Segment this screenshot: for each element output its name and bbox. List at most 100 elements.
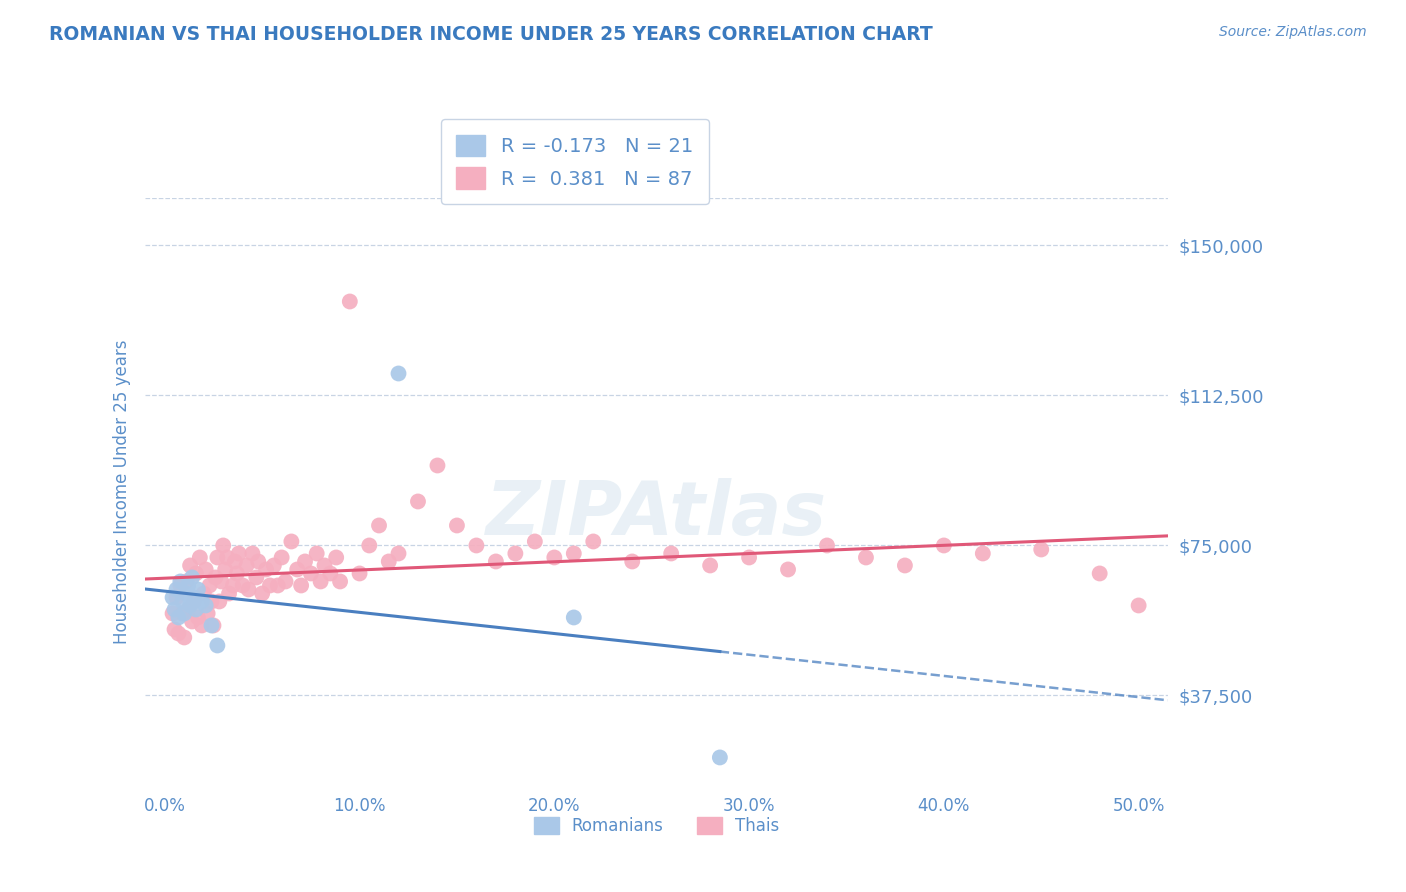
- Point: [197, 607, 219, 621]
- Text: ZIPAtlas: ZIPAtlas: [486, 478, 827, 551]
- Point: [163, 623, 186, 637]
- Point: [212, 539, 235, 553]
- Point: [177, 578, 200, 592]
- Point: [193, 586, 215, 600]
- Point: [267, 578, 290, 592]
- Point: [200, 594, 222, 608]
- Point: [894, 558, 917, 573]
- Point: [179, 599, 201, 613]
- Point: [523, 534, 546, 549]
- Text: Source: ZipAtlas.com: Source: ZipAtlas.com: [1219, 25, 1367, 39]
- Point: [738, 550, 761, 565]
- Point: [387, 367, 409, 381]
- Point: [325, 550, 347, 565]
- Point: [378, 554, 401, 568]
- Point: [242, 546, 264, 560]
- Point: [174, 574, 197, 589]
- Point: [183, 594, 205, 608]
- Point: [209, 574, 232, 589]
- Point: [972, 546, 994, 560]
- Point: [179, 558, 201, 573]
- Point: [181, 615, 204, 629]
- Point: [202, 618, 225, 632]
- Point: [173, 631, 195, 645]
- Point: [222, 578, 245, 592]
- Point: [247, 554, 270, 568]
- Point: [294, 554, 316, 568]
- Point: [263, 558, 285, 573]
- Point: [172, 594, 194, 608]
- Point: [187, 610, 209, 624]
- Point: [169, 574, 191, 589]
- Point: [280, 534, 302, 549]
- Point: [198, 578, 221, 592]
- Point: [174, 586, 197, 600]
- Point: [270, 550, 292, 565]
- Point: [1128, 599, 1150, 613]
- Point: [188, 550, 211, 565]
- Point: [285, 562, 308, 576]
- Point: [200, 618, 222, 632]
- Point: [309, 574, 332, 589]
- Point: [329, 574, 352, 589]
- Point: [485, 554, 508, 568]
- Point: [167, 610, 190, 624]
- Point: [235, 558, 257, 573]
- Point: [162, 591, 184, 605]
- Point: [359, 539, 381, 553]
- Y-axis label: Householder Income Under 25 years: Householder Income Under 25 years: [114, 339, 131, 644]
- Point: [187, 582, 209, 597]
- Point: [299, 566, 322, 581]
- Point: [446, 518, 468, 533]
- Point: [207, 639, 229, 653]
- Point: [621, 554, 644, 568]
- Point: [776, 562, 799, 576]
- Point: [426, 458, 449, 473]
- Point: [191, 618, 214, 632]
- Point: [214, 562, 236, 576]
- Point: [207, 550, 229, 565]
- Point: [349, 566, 371, 581]
- Point: [194, 599, 217, 613]
- Point: [387, 546, 409, 560]
- Point: [932, 539, 955, 553]
- Text: ROMANIAN VS THAI HOUSEHOLDER INCOME UNDER 25 YEARS CORRELATION CHART: ROMANIAN VS THAI HOUSEHOLDER INCOME UNDE…: [49, 25, 934, 44]
- Point: [194, 562, 217, 576]
- Point: [699, 558, 721, 573]
- Point: [254, 562, 277, 576]
- Point: [183, 591, 205, 605]
- Point: [1031, 542, 1053, 557]
- Point: [228, 546, 250, 560]
- Point: [163, 602, 186, 616]
- Point: [184, 602, 207, 616]
- Point: [368, 518, 391, 533]
- Point: [173, 607, 195, 621]
- Point: [162, 607, 184, 621]
- Legend: R = -0.173   N = 21, R =  0.381   N = 87: R = -0.173 N = 21, R = 0.381 N = 87: [440, 119, 709, 204]
- Point: [169, 578, 191, 592]
- Point: [172, 607, 194, 621]
- Point: [709, 750, 731, 764]
- Point: [259, 578, 281, 592]
- Point: [319, 566, 342, 581]
- Point: [166, 582, 188, 597]
- Point: [1088, 566, 1111, 581]
- Point: [855, 550, 877, 565]
- Point: [505, 546, 527, 560]
- Point: [305, 546, 328, 560]
- Point: [177, 602, 200, 616]
- Point: [339, 294, 361, 309]
- Point: [290, 578, 312, 592]
- Point: [815, 539, 838, 553]
- Point: [582, 534, 605, 549]
- Point: [166, 591, 188, 605]
- Point: [224, 554, 246, 568]
- Point: [245, 570, 267, 584]
- Point: [191, 594, 214, 608]
- Point: [218, 586, 240, 600]
- Point: [543, 550, 565, 565]
- Point: [406, 494, 429, 508]
- Point: [465, 539, 488, 553]
- Point: [184, 566, 207, 581]
- Point: [208, 594, 231, 608]
